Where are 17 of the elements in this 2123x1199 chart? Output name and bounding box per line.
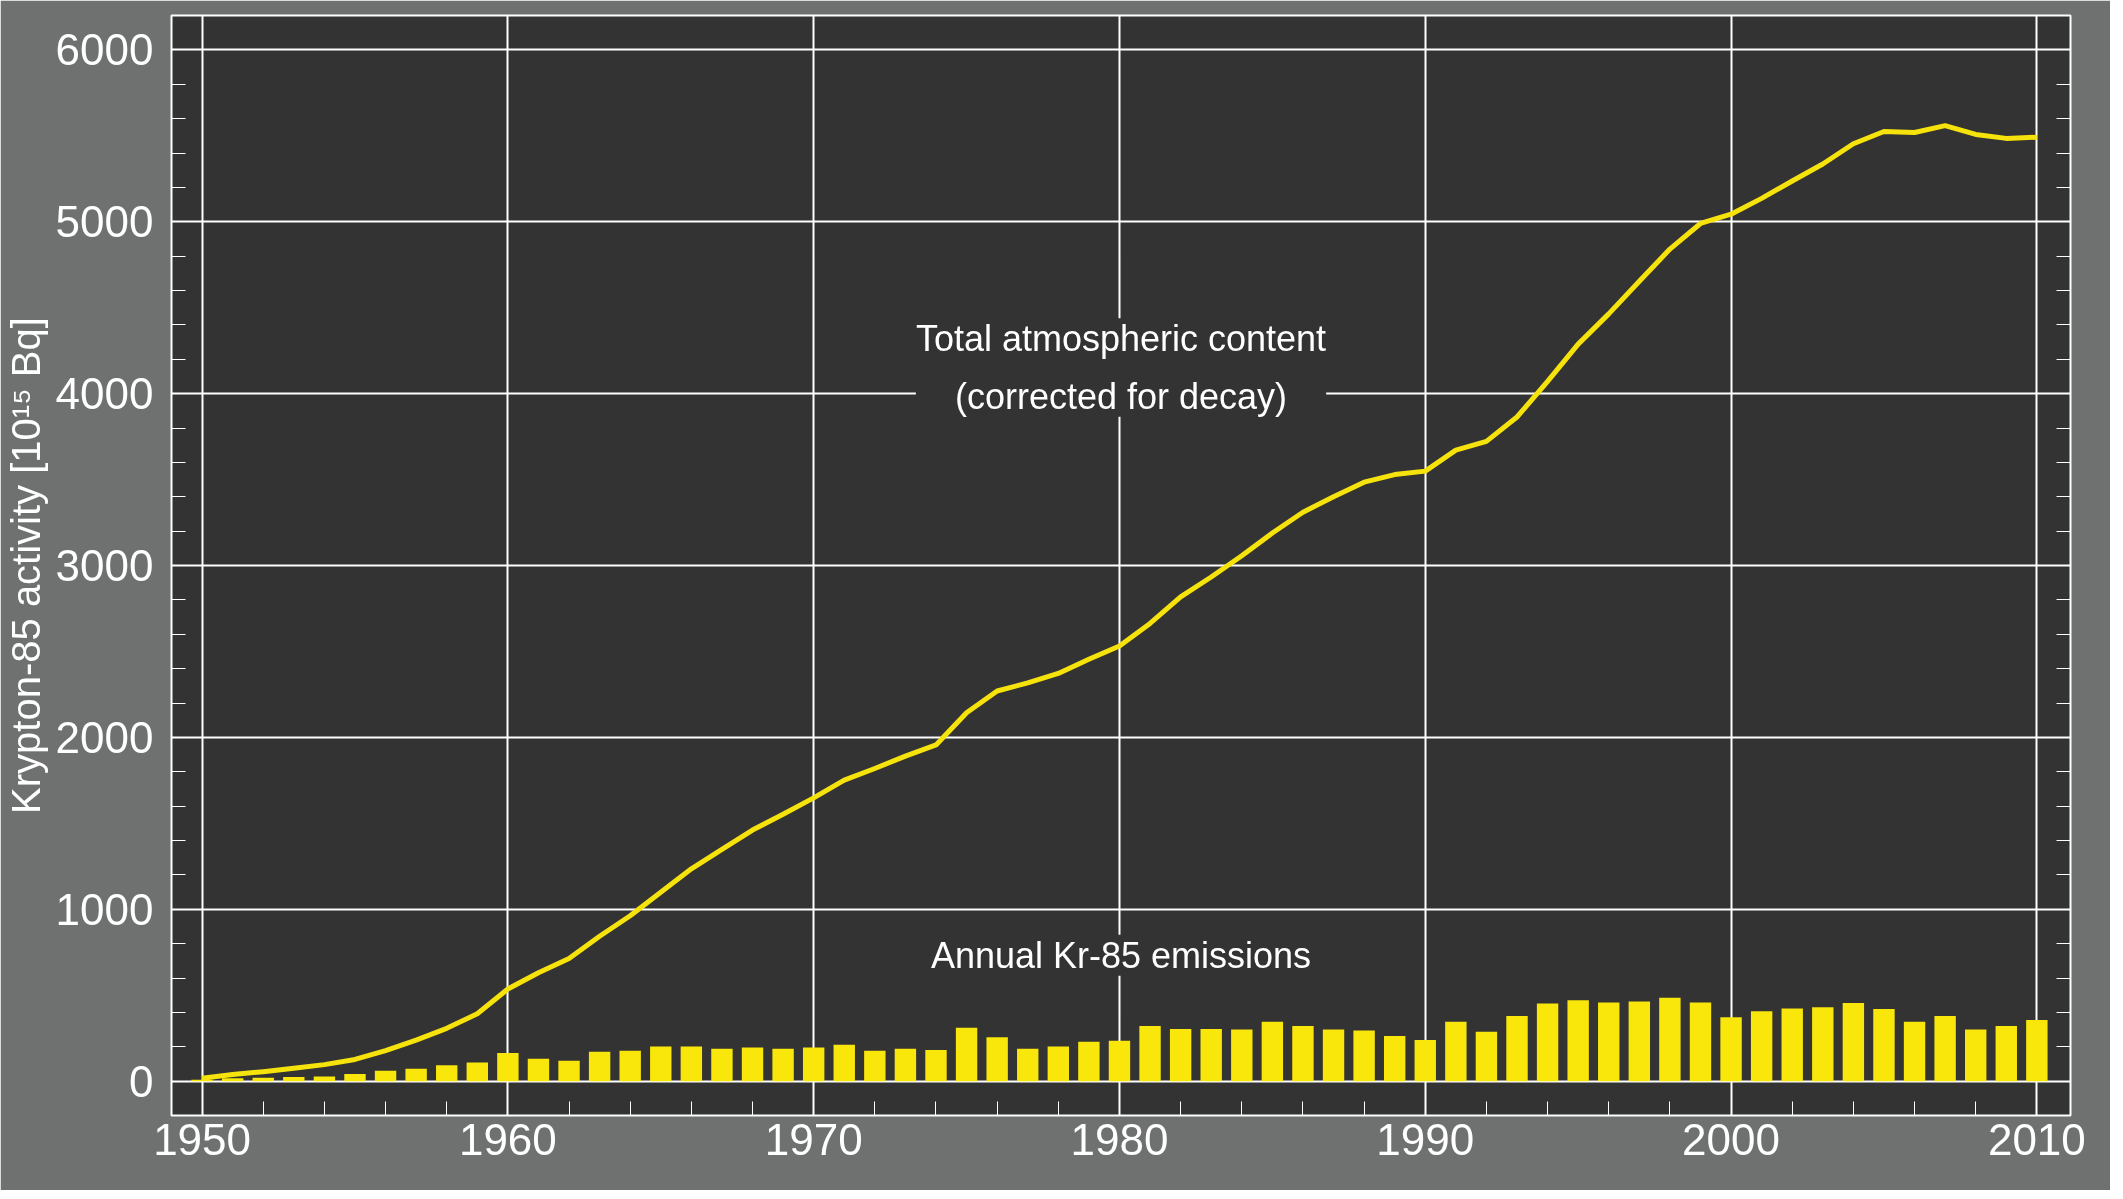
series-label: Annual Kr-85 emissions — [930, 934, 1312, 976]
y-tick-label: 4000 — [55, 369, 154, 419]
x-tick-label: 1980 — [1070, 1114, 1169, 1164]
x-tick-label: 1950 — [153, 1114, 252, 1164]
x-tick-label: 1970 — [764, 1114, 863, 1164]
y-tick-label: 2000 — [55, 712, 154, 762]
y-tick-label: 6000 — [55, 25, 154, 75]
y-tick-label: 3000 — [55, 541, 154, 590]
y-tick-label: 5000 — [55, 197, 154, 247]
x-tick-label: 1960 — [458, 1114, 557, 1164]
y-axis-title: Krypton-85 activity [10¹⁵ Bq] — [3, 317, 48, 814]
y-tick-label: 0 — [129, 1056, 154, 1106]
x-tick-label: 2010 — [1987, 1114, 2086, 1164]
x-tick-label: 2000 — [1682, 1114, 1781, 1164]
text: Total atmospheric content (corrected for decay) — [915, 318, 1327, 417]
x-tick-label: 1990 — [1376, 1114, 1475, 1164]
y-tick-label: 1000 — [55, 884, 154, 934]
